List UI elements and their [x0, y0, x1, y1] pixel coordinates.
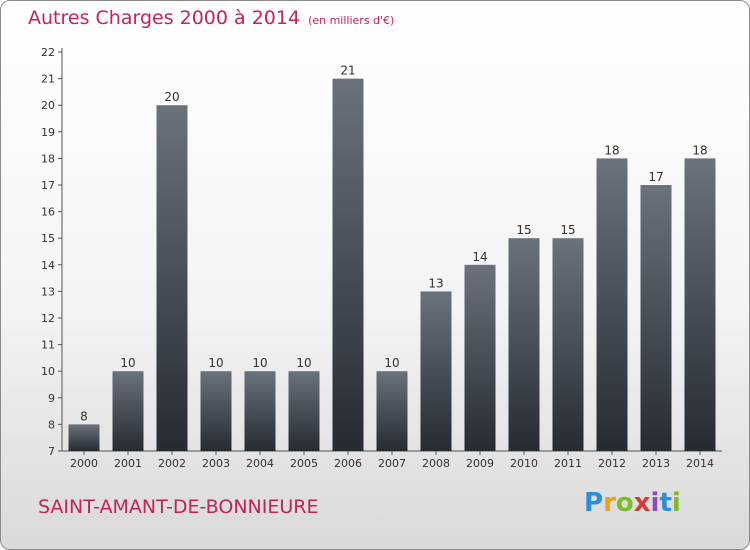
bar	[332, 78, 364, 451]
proxiti-logo[interactable]: Proxiti	[584, 488, 681, 518]
data-label: 10	[208, 356, 223, 370]
bar	[156, 105, 188, 451]
data-label: 20	[164, 90, 179, 104]
bar	[552, 238, 584, 451]
y-tick-label: 22	[41, 46, 55, 59]
y-tick-label: 9	[48, 392, 55, 405]
data-label: 10	[296, 356, 311, 370]
commune-name: SAINT-AMANT-DE-BONNIEURE	[38, 496, 319, 518]
x-tick-label: 2002	[158, 457, 186, 470]
bar	[596, 158, 628, 451]
x-tick-label: 2007	[378, 457, 406, 470]
y-tick-label: 15	[41, 232, 55, 245]
y-tick-label: 10	[41, 365, 55, 378]
y-tick-label: 13	[41, 285, 55, 298]
chart-title: Autres Charges 2000 à 2014 (en milliers d…	[28, 7, 394, 29]
bar	[244, 371, 276, 451]
y-tick-label: 18	[41, 152, 55, 165]
data-label: 10	[252, 356, 267, 370]
x-tick-label: 2005	[290, 457, 318, 470]
bar	[112, 371, 144, 451]
bar	[288, 371, 320, 451]
x-tick-label: 2003	[202, 457, 230, 470]
chart-unit: (en milliers d'€)	[308, 14, 395, 27]
y-tick-label: 11	[41, 339, 55, 352]
bar	[200, 371, 232, 451]
x-tick-label: 2001	[114, 457, 142, 470]
bar	[684, 158, 716, 451]
data-label: 14	[472, 250, 487, 264]
y-tick-label: 7	[48, 445, 55, 458]
x-tick-label: 2009	[466, 457, 494, 470]
bar	[464, 264, 496, 451]
data-label: 8	[80, 409, 88, 423]
y-tick-label: 8	[48, 418, 55, 431]
x-tick-label: 2012	[598, 457, 626, 470]
bar	[508, 238, 540, 451]
y-tick-label: 12	[41, 312, 55, 325]
data-label: 18	[604, 143, 619, 157]
bar	[640, 185, 672, 451]
data-label: 15	[560, 223, 575, 237]
data-label: 10	[120, 356, 135, 370]
y-tick-label: 16	[41, 206, 55, 219]
y-tick-label: 20	[41, 99, 55, 112]
data-label: 10	[384, 356, 399, 370]
x-tick-label: 2010	[510, 457, 538, 470]
data-label: 18	[692, 143, 707, 157]
data-label: 15	[516, 223, 531, 237]
data-label: 17	[648, 170, 663, 184]
x-tick-label: 2004	[246, 457, 274, 470]
y-tick-label: 19	[41, 126, 55, 139]
y-tick-label: 21	[41, 73, 55, 86]
x-tick-label: 2011	[554, 457, 582, 470]
data-label: 21	[340, 64, 355, 78]
chart-title-text: Autres Charges 2000 à 2014	[28, 7, 301, 29]
x-tick-label: 2006	[334, 457, 362, 470]
data-label: 13	[428, 276, 443, 290]
bar	[68, 424, 100, 451]
x-tick-label: 2000	[70, 457, 98, 470]
y-tick-label: 17	[41, 179, 55, 192]
bar	[420, 291, 452, 451]
y-tick-label: 14	[41, 259, 55, 272]
x-tick-label: 2013	[642, 457, 670, 470]
x-tick-label: 2014	[686, 457, 714, 470]
bar	[376, 371, 408, 451]
x-tick-label: 2008	[422, 457, 450, 470]
